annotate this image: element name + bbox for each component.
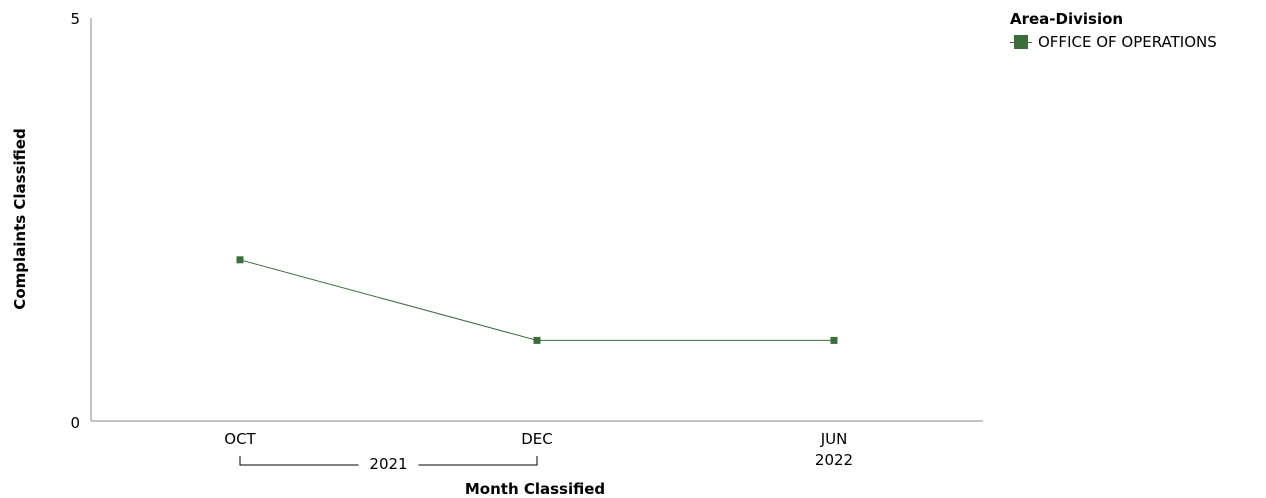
series-line-0	[239, 259, 834, 341]
year-bracket-left-2021	[239, 456, 359, 466]
legend-swatch-icon	[1010, 35, 1032, 49]
data-point-oct	[236, 256, 244, 264]
x-axis-title: Month Classified	[465, 480, 605, 498]
x-tick-label-dec: DEC	[521, 430, 553, 448]
x-tick-label-oct: OCT	[224, 430, 256, 448]
year-label-2022: 2022	[815, 451, 853, 469]
y-tick-label-max: 5	[70, 10, 80, 28]
chart-marks: OCT DEC JUN 2021 2022	[224, 256, 853, 473]
legend-title: Area-Division	[1010, 10, 1124, 28]
legend-item-label: OFFICE OF OPERATIONS	[1038, 33, 1217, 51]
year-bracket-right-2021	[418, 456, 538, 466]
line-chart: 5 0 Complaints Classified Month Classifi…	[11, 10, 983, 498]
y-tick-label-min: 0	[70, 414, 80, 432]
data-point-jun	[830, 336, 838, 344]
y-axis-title: Complaints Classified	[11, 128, 29, 309]
legend: Area-Division OFFICE OF OPERATIONS	[1010, 8, 1217, 54]
data-point-dec	[533, 336, 541, 344]
x-tick-label-jun: JUN	[820, 430, 848, 448]
year-label-2021: 2021	[369, 455, 407, 473]
legend-item-office-of-operations[interactable]: OFFICE OF OPERATIONS	[1010, 30, 1217, 54]
